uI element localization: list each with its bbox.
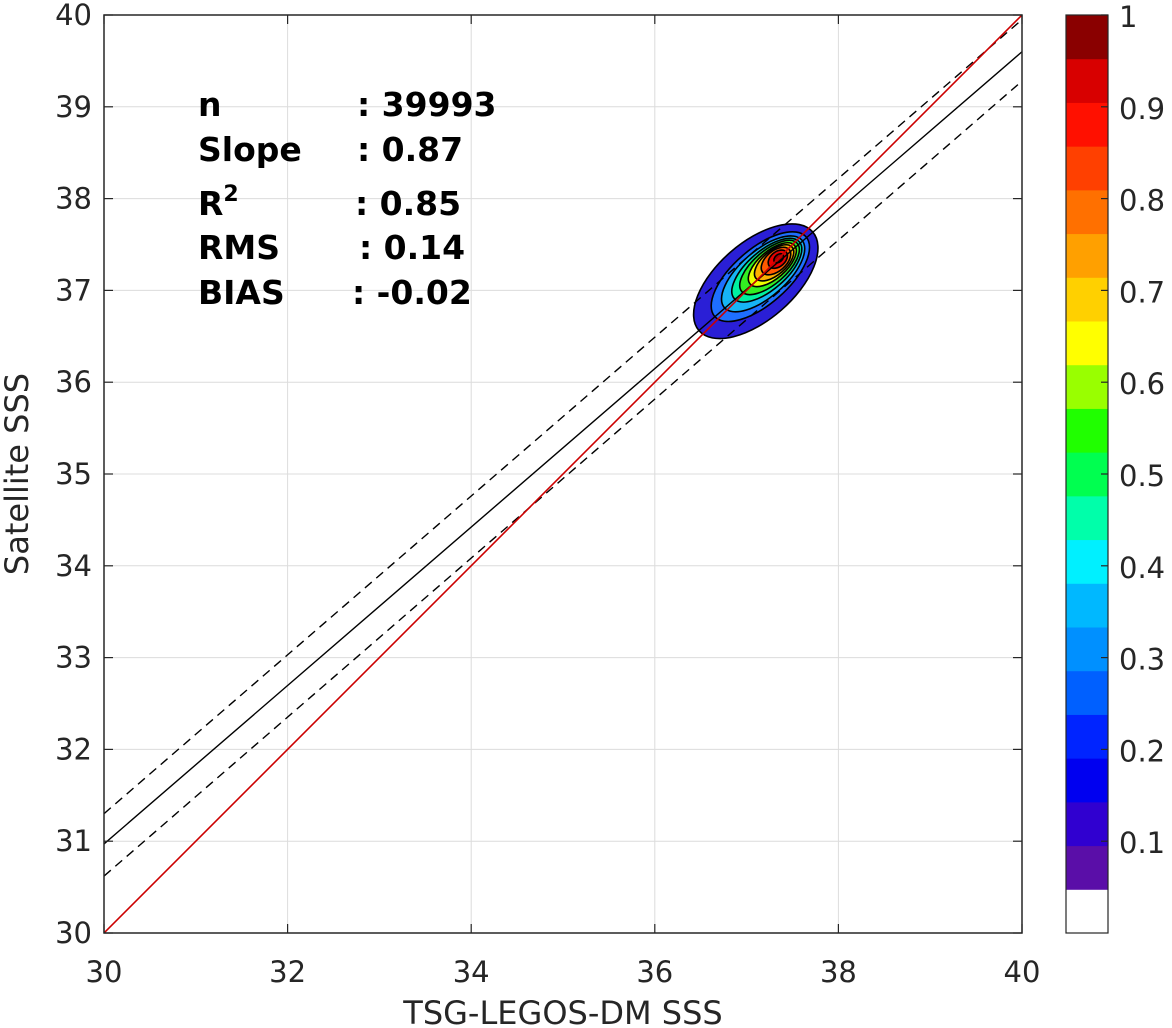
colorbar: 0.1 0.2 0.3 0.4 0.5 0.6 0.7 0.8 0.9 1 — [1065, 0, 1165, 934]
stat-label-r2: R2 — [198, 182, 239, 223]
colorbar-segment — [1066, 845, 1108, 890]
fit-line — [104, 51, 1022, 845]
x-tick-label: 30 — [86, 955, 123, 989]
colorbar-tick-label: 0.9 — [1119, 92, 1165, 126]
y-tick-label: 31 — [55, 824, 92, 858]
stat-label-r: R — [198, 184, 223, 223]
colorbar-segment — [1066, 670, 1108, 715]
colorbar-tick-label: 0.6 — [1119, 367, 1165, 401]
colorbar-tick-label: 0.4 — [1119, 551, 1165, 585]
colorbar-segment — [1066, 539, 1108, 584]
colorbar-tick-label: 0.2 — [1119, 734, 1165, 768]
grid — [103, 14, 1023, 934]
y-tick-label: 35 — [55, 457, 92, 491]
y-tick-label: 40 — [55, 0, 92, 32]
stat-value-n: : 39993 — [357, 85, 497, 124]
y-tick-label: 30 — [55, 916, 92, 950]
stat-label-r2-sup: 2 — [223, 182, 238, 207]
colorbar-tick-label: 0.7 — [1119, 275, 1165, 309]
y-tick-label: 32 — [55, 732, 92, 766]
colorbar-segment — [1066, 408, 1108, 453]
axes: 30 32 34 36 38 40 30 31 32 33 34 35 36 37 38 39 40 — [55, 0, 1040, 989]
colorbar-segment — [1066, 889, 1108, 934]
colorbar-segment — [1066, 714, 1108, 759]
y-tick-label: 37 — [55, 273, 92, 307]
colorbar-segment — [1066, 233, 1108, 278]
y-tick-label: 38 — [55, 182, 92, 216]
colorbar-tick-label: 0.8 — [1119, 184, 1165, 218]
stat-label-bias: BIAS — [198, 273, 285, 312]
colorbar-segment — [1066, 801, 1108, 847]
y-tick-label: 36 — [55, 365, 92, 399]
colorbar-segment — [1066, 102, 1108, 147]
colorbar-segment — [1066, 15, 1108, 60]
stats-box: n : 39993 Slope : 0.87 R2 : 0.85 RMS : 0… — [198, 85, 497, 312]
y-tick-label: 34 — [55, 549, 92, 583]
colorbar-segment — [1066, 189, 1108, 235]
colorbar-segment — [1066, 495, 1108, 541]
x-tick-label: 34 — [453, 955, 490, 989]
regression-lines — [104, 15, 1022, 933]
fit-upper-bound-line — [104, 19, 1022, 815]
stat-label-slope: Slope — [198, 130, 302, 169]
y-tick-label: 33 — [55, 641, 92, 675]
colorbar-tick-label: 1 — [1119, 0, 1137, 34]
colorbar-segment — [1066, 627, 1108, 672]
colorbar-segment — [1066, 758, 1108, 803]
x-tick-label: 38 — [820, 955, 857, 989]
colorbar-segment — [1066, 583, 1108, 628]
stat-label-rms: RMS — [198, 228, 280, 267]
y-tick-label: 39 — [55, 90, 92, 124]
colorbar-tick-label: 0.1 — [1119, 826, 1165, 860]
stat-label-n: n — [198, 85, 222, 124]
fit-lower-bound-line — [104, 80, 1022, 877]
colorbar-tick-label: 0.5 — [1119, 459, 1165, 493]
colorbar-segment — [1066, 277, 1108, 322]
stat-value-bias: : -0.02 — [352, 273, 472, 312]
one-to-one-line — [104, 15, 1022, 933]
colorbar-segment — [1066, 146, 1108, 191]
stat-value-rms: : 0.14 — [359, 228, 465, 267]
stat-value-slope: : 0.87 — [357, 130, 463, 169]
x-tick-label: 36 — [636, 955, 673, 989]
colorbar-segment — [1066, 58, 1108, 103]
x-tick-label: 40 — [1004, 955, 1041, 989]
colorbar-tick-label: 0.3 — [1119, 643, 1165, 677]
stat-value-r2: : 0.85 — [355, 184, 461, 223]
colorbar-segment — [1066, 364, 1108, 409]
x-axis-label: TSG-LEGOS-DM SSS — [402, 994, 722, 1028]
x-tick-label: 32 — [269, 955, 306, 989]
y-axis-label: Satellite SSS — [0, 373, 36, 575]
colorbar-segment — [1066, 321, 1108, 366]
